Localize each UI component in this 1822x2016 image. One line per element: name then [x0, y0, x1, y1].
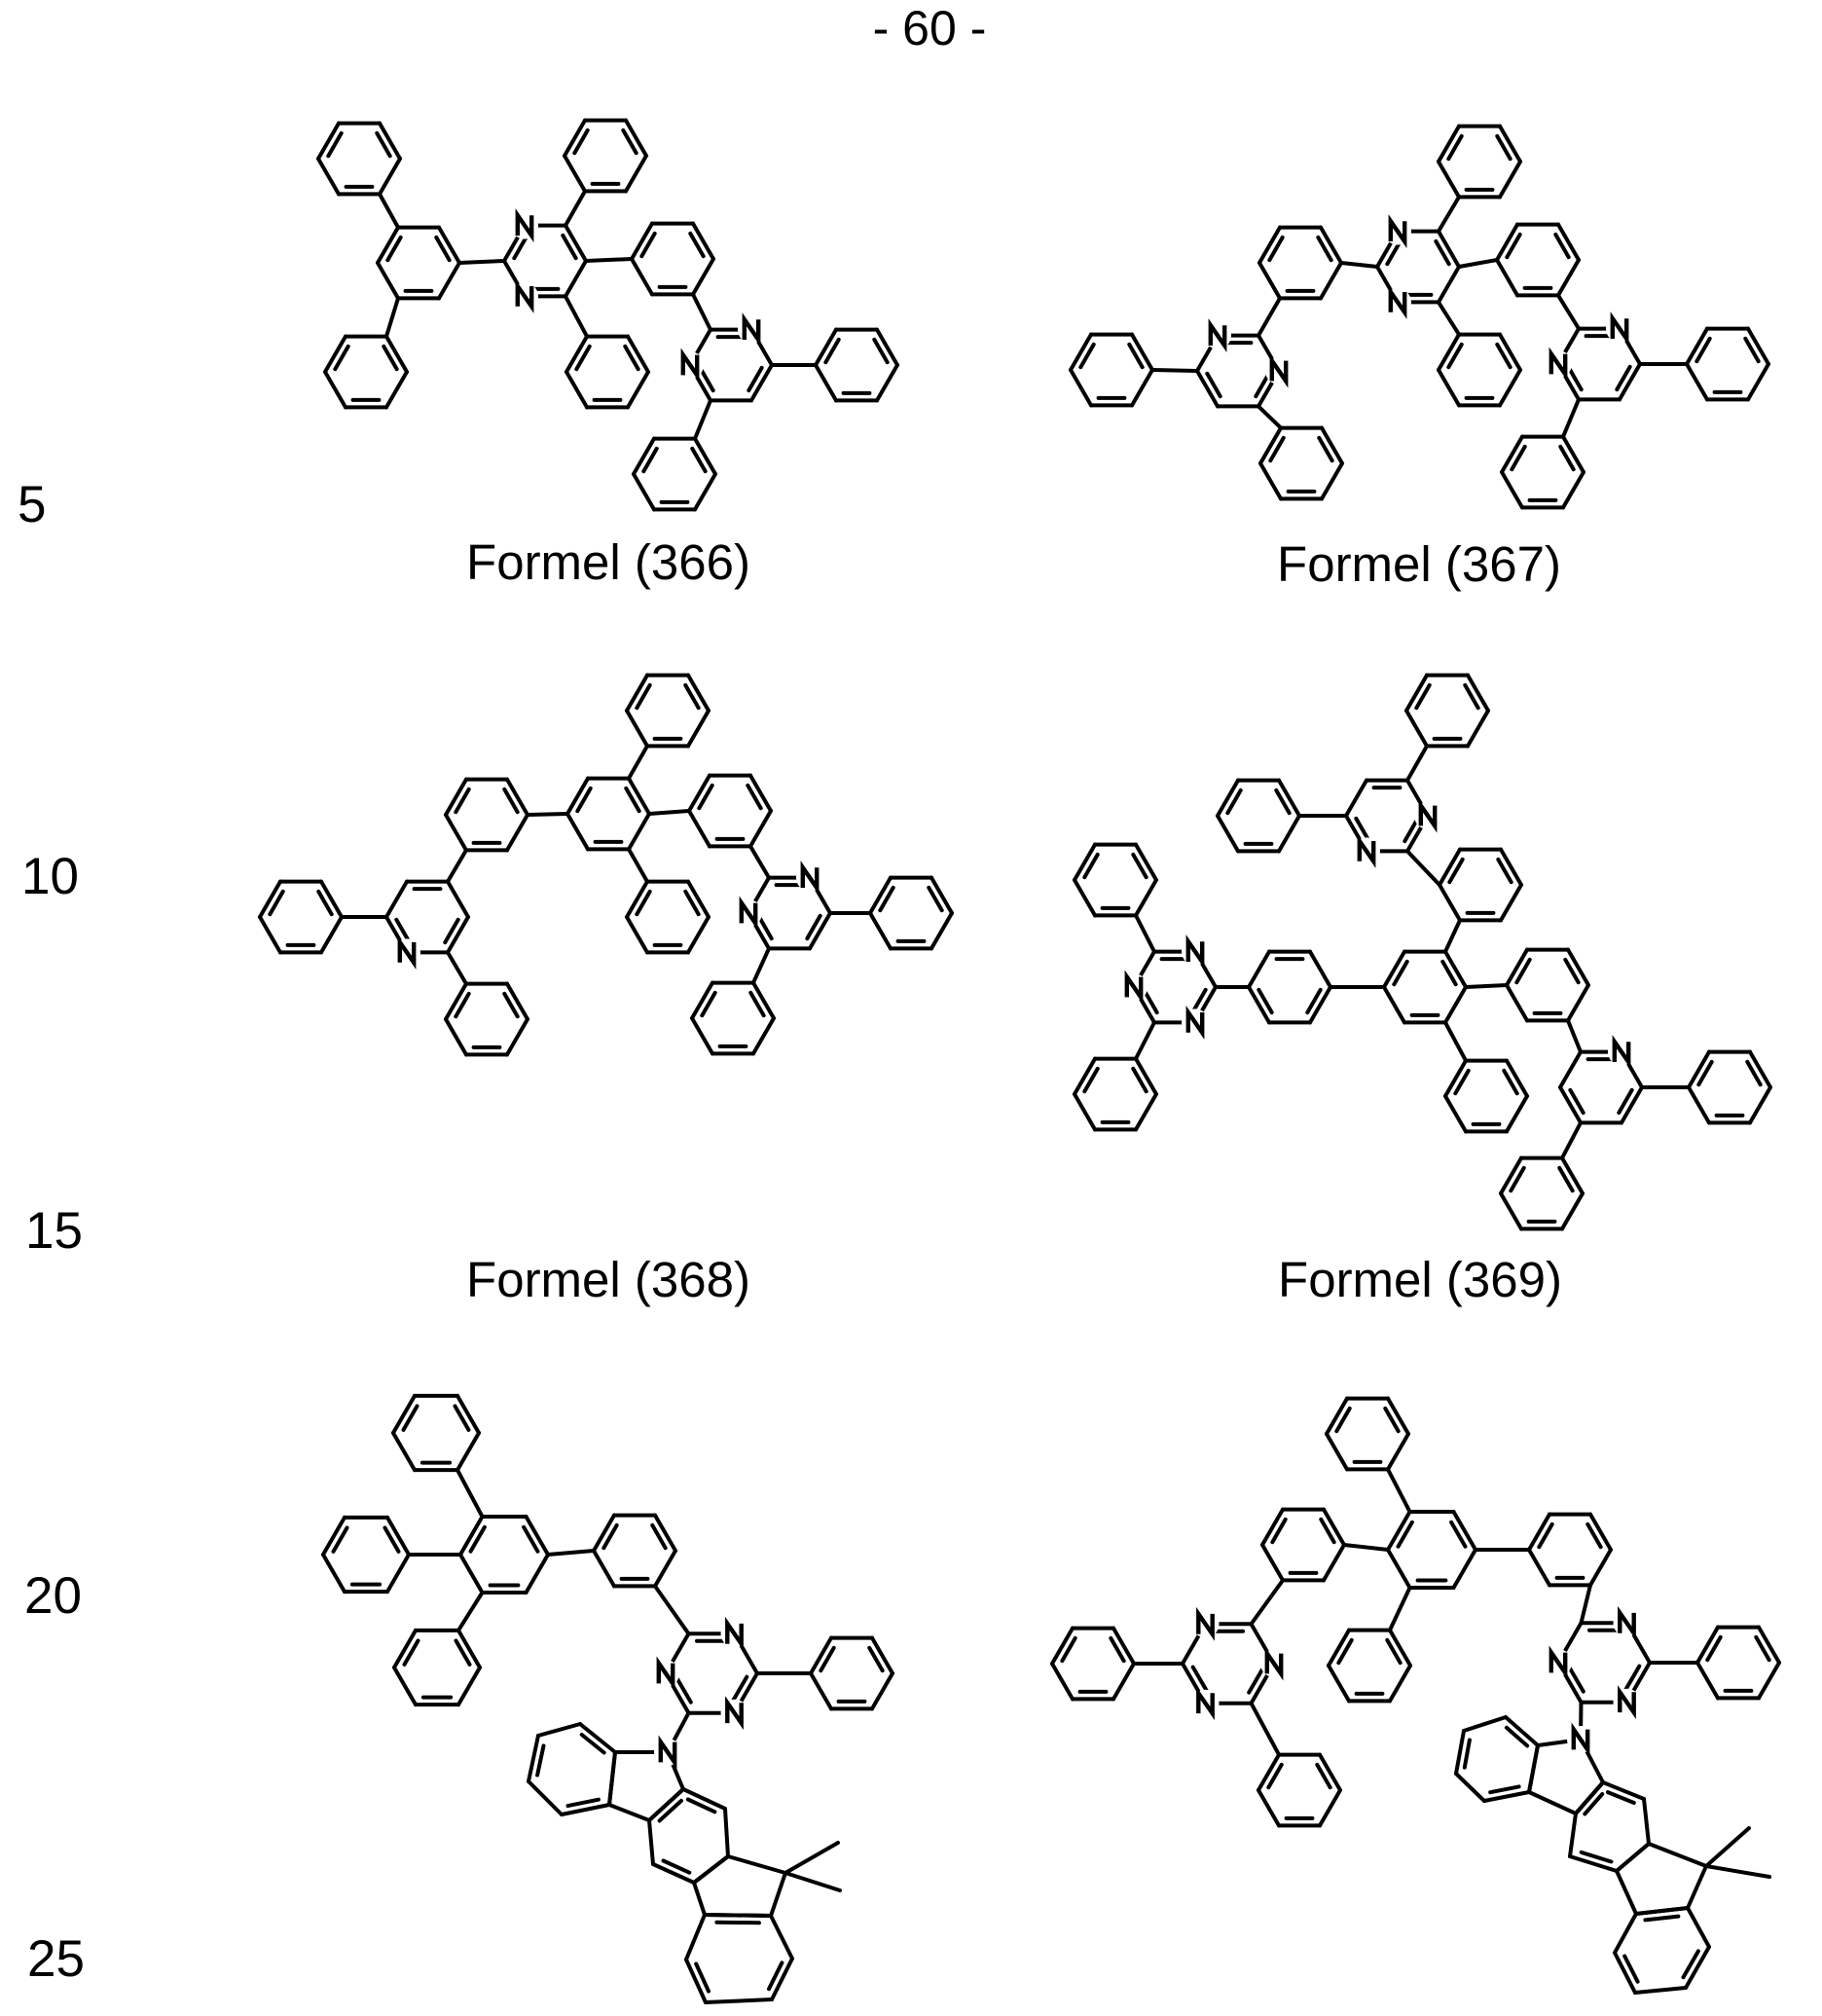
svg-text:Formel (368): Formel (368) [466, 1252, 750, 1307]
svg-text:25: 25 [27, 1930, 85, 1988]
svg-text:Formel (369): Formel (369) [1278, 1252, 1562, 1307]
svg-text:20: 20 [24, 1567, 82, 1625]
svg-text:- 60 -: - 60 - [873, 1, 987, 55]
svg-text:10: 10 [21, 848, 79, 905]
svg-text:Formel (367): Formel (367) [1277, 536, 1561, 592]
svg-text:Formel (366): Formel (366) [466, 534, 750, 590]
svg-text:5: 5 [18, 476, 46, 533]
svg-text:15: 15 [25, 1202, 83, 1260]
